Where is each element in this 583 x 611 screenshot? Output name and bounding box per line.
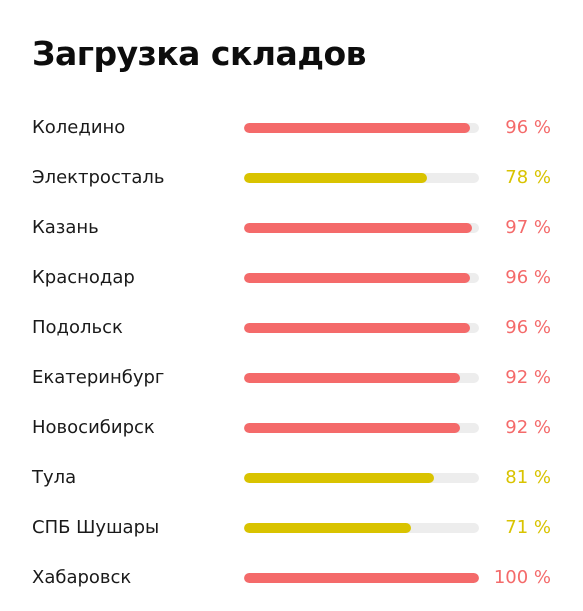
load-bar-fill [244,223,472,233]
warehouse-row: СПБ Шушары 71 % [0,503,583,553]
warehouse-row: Екатеринбург 92 % [0,353,583,403]
load-bar-fill [244,123,470,133]
load-percent: 71 % [505,517,551,538]
warehouse-name: Хабаровск [32,567,132,588]
load-bar-track [244,473,479,483]
warehouse-row: Хабаровск 100 % [0,553,583,603]
load-percent: 96 % [505,267,551,288]
load-bar-fill [244,173,428,183]
warehouse-row: Казань 97 % [0,203,583,253]
warehouse-name: Краснодар [32,267,135,288]
load-percent: 92 % [505,417,551,438]
page-title: Загрузка складов [32,34,367,73]
load-percent: 92 % [505,367,551,388]
warehouse-name: СПБ Шушары [32,517,160,538]
warehouse-row: Краснодар 96 % [0,253,583,303]
load-bar-track [244,123,479,133]
load-bar-fill [244,473,435,483]
load-bar-track [244,223,479,233]
warehouse-name: Екатеринбург [32,367,165,388]
load-bar-track [244,173,479,183]
load-percent: 100 % [493,567,551,588]
load-bar-fill [244,573,479,583]
load-bar-track [244,523,479,533]
warehouse-name: Тула [32,467,77,488]
load-bar-track [244,273,479,283]
load-bar-track [244,423,479,433]
load-percent: 78 % [505,167,551,188]
load-percent: 81 % [505,467,551,488]
warehouse-name: Коледино [32,117,126,138]
load-bar-track [244,573,479,583]
load-bar-track [244,323,479,333]
load-bar-fill [244,323,470,333]
warehouse-row: Электросталь 78 % [0,153,583,203]
warehouse-row: Новосибирск 92 % [0,403,583,453]
warehouse-name: Новосибирск [32,417,155,438]
warehouse-row: Коледино 96 % [0,103,583,153]
warehouse-name: Подольск [32,317,123,338]
warehouse-row: Тула 81 % [0,453,583,503]
load-bar-fill [244,423,461,433]
warehouse-name: Казань [32,217,99,238]
load-bar-fill [244,373,461,383]
load-percent: 96 % [505,317,551,338]
warehouse-name: Электросталь [32,167,165,188]
load-bar-track [244,373,479,383]
load-percent: 97 % [505,217,551,238]
warehouse-load-list: Коледино 96 % Электросталь 78 % Казань 9… [0,103,583,603]
load-bar-fill [244,523,411,533]
load-bar-fill [244,273,470,283]
load-percent: 96 % [505,117,551,138]
warehouse-row: Подольск 96 % [0,303,583,353]
